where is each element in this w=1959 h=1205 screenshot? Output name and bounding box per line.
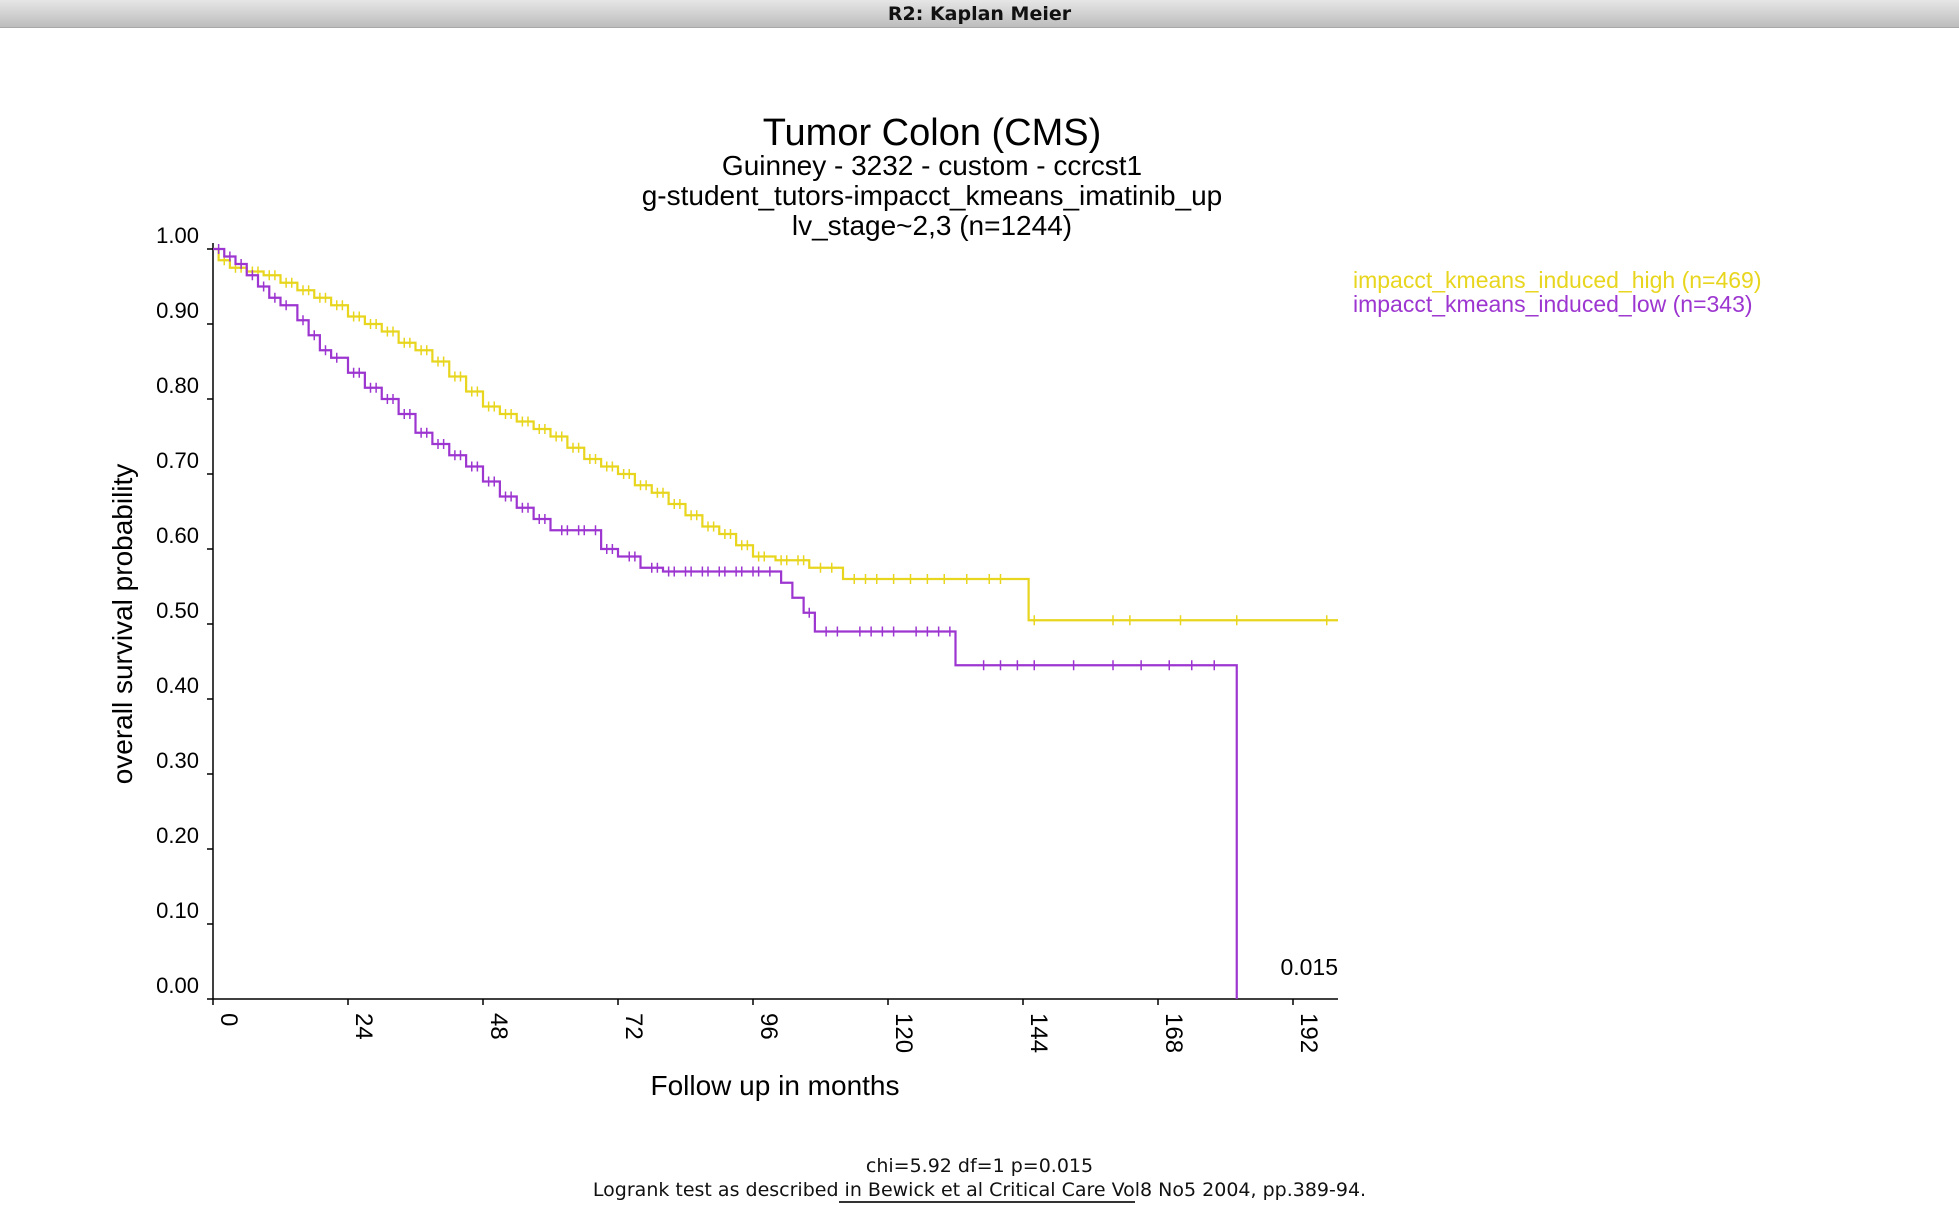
x-tick-label: 144: [1025, 1013, 1052, 1053]
chart-series-layer: [213, 244, 1338, 999]
y-tick-label: 0.60: [156, 523, 199, 548]
chart-axes: 0.00 0.10 0.20 0.30 0.40 0.50 0.60 0.70 0.80 0.90…: [107, 223, 1338, 1101]
x-tick-label: 192: [1295, 1013, 1322, 1053]
legend-entry: impacct_kmeans_induced_high (n=469): [1353, 267, 1762, 293]
chart-subtitle-line: Guinney - 3232 - custom - ccrcst1: [722, 150, 1142, 181]
chart-subtitle-line: g-student_tutors-impacct_kmeans_imatinib…: [642, 180, 1223, 211]
y-tick-label: 0.20: [156, 823, 199, 848]
chart-title: Tumor Colon (CMS): [763, 112, 1102, 154]
window-title: R2: Kaplan Meier: [887, 3, 1072, 25]
y-tick-label: 0.90: [156, 298, 199, 323]
p-value-label: 0.015: [1280, 954, 1338, 980]
y-tick-label: 0.70: [156, 448, 199, 473]
chart-legend: impacct_kmeans_induced_high (n=469)impac…: [1353, 267, 1762, 317]
x-tick-label: 96: [755, 1013, 782, 1040]
x-tick-label: 24: [350, 1013, 377, 1040]
y-axis-label: overall survival probability: [107, 464, 138, 785]
logrank-reference: Logrank test as described in Bewick et a…: [0, 1179, 1959, 1203]
reference-suffix: l8 No5 2004, pp.389-94.: [1134, 1179, 1367, 1201]
x-tick-label: 72: [620, 1013, 647, 1040]
window-title-bar: R2: Kaplan Meier: [0, 0, 1959, 28]
y-tick-label: 1.00: [156, 223, 199, 248]
reference-prefix: Logrank test as described: [592, 1179, 839, 1201]
y-tick-label: 0.80: [156, 373, 199, 398]
reference-link[interactable]: in Bewick et al Critical Care Vo: [838, 1179, 1135, 1203]
y-tick-label: 0.40: [156, 673, 199, 698]
y-tick-label: 0.10: [156, 898, 199, 923]
y-tick-label: 0.00: [156, 973, 199, 998]
x-axis-label: Follow up in months: [650, 1070, 899, 1101]
survival-curve-1: [213, 247, 1238, 999]
y-tick-label: 0.30: [156, 748, 199, 773]
survival-curve-0: [213, 247, 1338, 622]
x-tick-label: 168: [1160, 1013, 1187, 1053]
y-tick-label: 0.50: [156, 598, 199, 623]
x-tick-label: 120: [890, 1013, 917, 1053]
legend-entry: impacct_kmeans_induced_low (n=343): [1353, 291, 1753, 317]
chart-title-group: Tumor Colon (CMS)Guinney - 3232 - custom…: [642, 112, 1223, 241]
x-tick-label: 48: [485, 1013, 512, 1040]
logrank-stats: chi=5.92 df=1 p=0.015: [865, 1155, 1094, 1177]
chart-subtitle-line: lv_stage~2,3 (n=1244): [792, 210, 1072, 241]
x-tick-label: 0: [215, 1013, 242, 1026]
